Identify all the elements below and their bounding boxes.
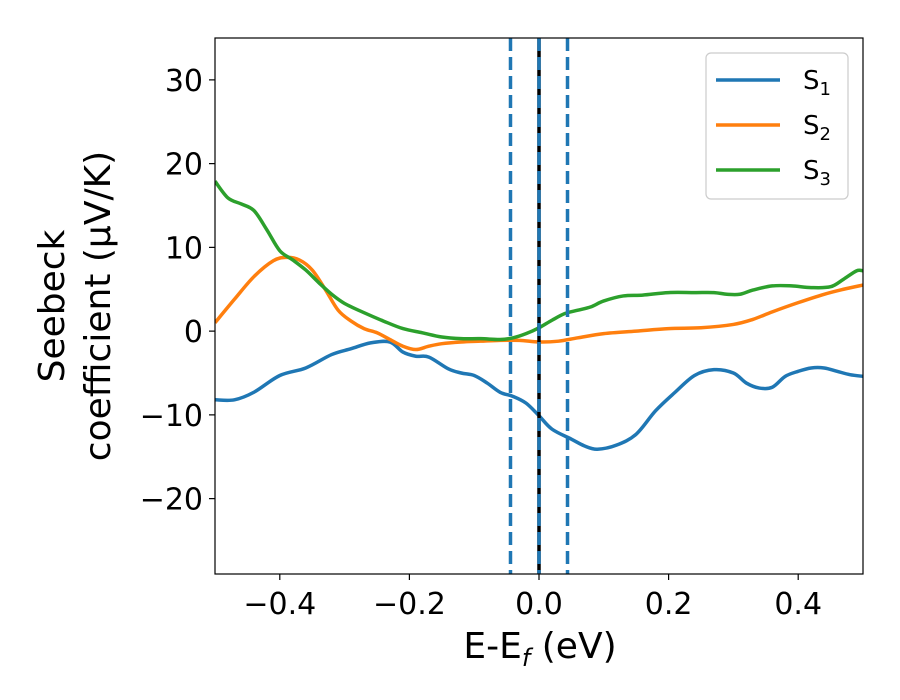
y-tick-label: −20 bbox=[140, 483, 203, 518]
legend-label-s3: S3 bbox=[803, 156, 831, 190]
y-axis-title-line1: Seebeck bbox=[32, 229, 73, 382]
x-tick-label: 0.0 bbox=[515, 587, 563, 622]
series-line-s2 bbox=[215, 255, 863, 352]
legend: S1 S2 S3 bbox=[705, 52, 849, 200]
y-tick-label: 20 bbox=[165, 148, 203, 183]
x-tick-label: 0.4 bbox=[774, 587, 822, 622]
y-axis-title: Seebeck coefficient (μV/K) bbox=[32, 151, 119, 461]
y-axis-title-line2: coefficient (μV/K) bbox=[78, 151, 119, 461]
x-axis-title: E-Ef (eV) bbox=[463, 626, 616, 672]
y-tick-label: 0 bbox=[184, 315, 203, 350]
plot-area bbox=[215, 38, 863, 574]
x-tick-label: 0.2 bbox=[645, 587, 693, 622]
y-tick-label: 30 bbox=[165, 64, 203, 99]
legend-label-s2: S2 bbox=[803, 111, 831, 145]
series-line-s1 bbox=[215, 339, 863, 451]
x-tick-label: −0.4 bbox=[243, 587, 316, 622]
axis-ticks: −0.4 −0.2 0.0 0.2 0.4 −20 −10 0 10 20 30 bbox=[140, 64, 822, 622]
x-tick-label: −0.2 bbox=[373, 587, 446, 622]
series-line-s3 bbox=[215, 180, 863, 342]
y-tick-label: 10 bbox=[165, 231, 203, 266]
legend-label-s1: S1 bbox=[803, 66, 831, 100]
y-tick-label: −10 bbox=[140, 399, 203, 434]
